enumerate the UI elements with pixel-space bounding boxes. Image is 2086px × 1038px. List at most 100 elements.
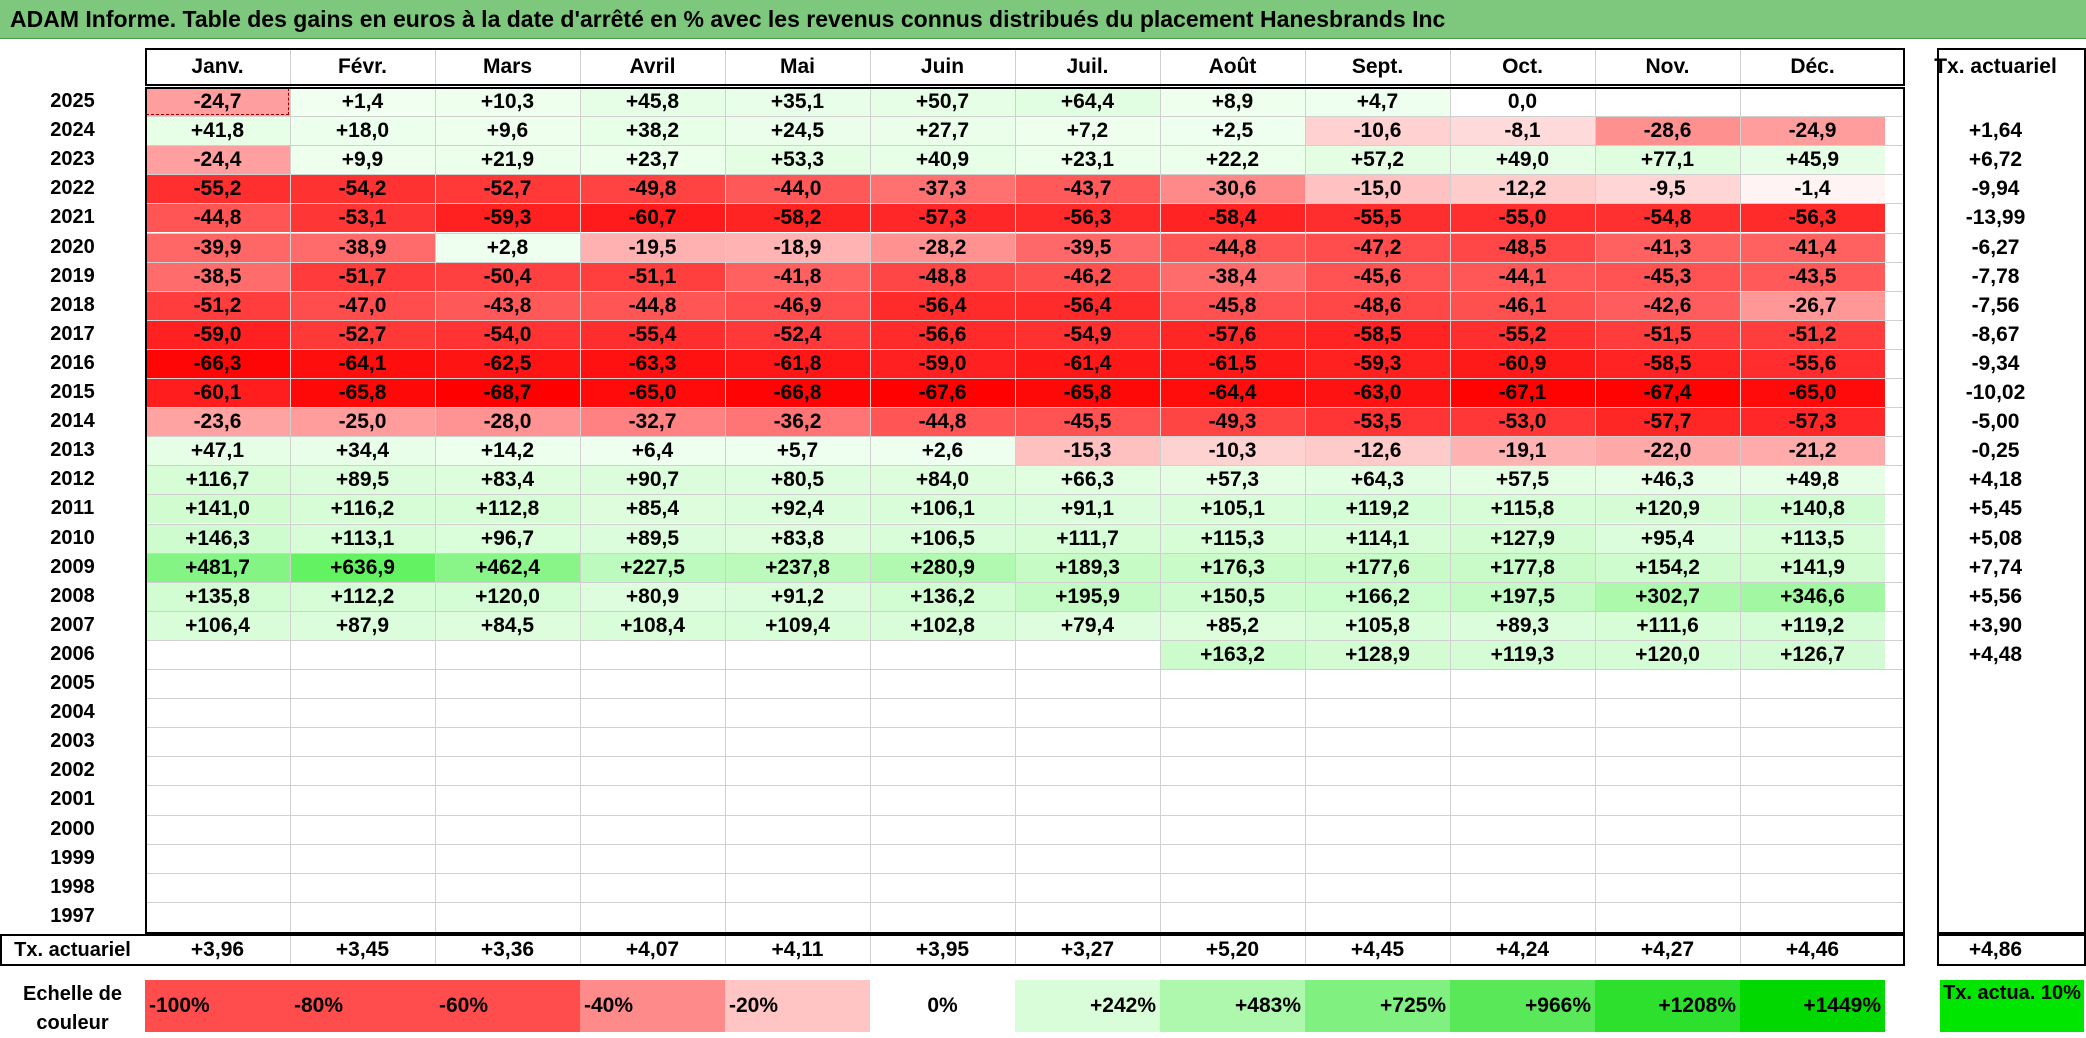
gain-cell: -46,2 — [1015, 261, 1160, 291]
gain-cell — [725, 873, 870, 902]
gain-cell: -62,5 — [435, 348, 580, 378]
gain-cell: +113,5 — [1740, 523, 1885, 553]
gain-cell: +346,6 — [1740, 581, 1885, 611]
gain-cell: -56,4 — [1015, 290, 1160, 320]
gain-cell: -44,0 — [725, 174, 870, 204]
gain-cell — [1595, 815, 1740, 844]
gain-cell — [870, 873, 1015, 902]
gain-cell — [1305, 844, 1450, 873]
gain-cell: -32,7 — [580, 407, 725, 437]
gain-cell: -52,7 — [290, 319, 435, 349]
gain-cell: -56,3 — [1015, 203, 1160, 233]
row-divider — [145, 553, 1905, 554]
gain-cell: +83,4 — [435, 465, 580, 495]
gain-cell: -15,0 — [1305, 174, 1450, 204]
gain-cell: -15,3 — [1015, 436, 1160, 466]
gain-cell — [725, 815, 870, 844]
gain-cell: -48,5 — [1450, 232, 1595, 262]
gain-cell: -66,8 — [725, 378, 870, 408]
gain-cell: +9,9 — [290, 145, 435, 175]
gain-cell: +141,0 — [145, 494, 290, 524]
gain-cell — [435, 669, 580, 698]
gain-cell: +135,8 — [145, 581, 290, 611]
row-divider — [145, 494, 1905, 495]
gain-cell: +2,8 — [435, 232, 580, 262]
gain-cell: -44,8 — [870, 407, 1015, 437]
row-tx-actuariel — [1905, 87, 2086, 116]
legend-tx-swatch: Tx. actua. 10% — [1940, 980, 2084, 1032]
gain-cell: +177,6 — [1305, 552, 1450, 582]
row-tx-actuariel: -9,34 — [1971, 351, 2020, 375]
month-header: Janv. — [191, 55, 244, 78]
gain-cell — [435, 640, 580, 669]
column-divider — [1740, 48, 1741, 966]
gain-cell — [145, 902, 290, 931]
row-divider — [145, 378, 1905, 379]
gain-cell: -10,6 — [1305, 116, 1450, 146]
gain-cell: -54,8 — [1595, 203, 1740, 233]
gain-cell: +47,1 — [145, 436, 290, 466]
gain-cell: -53,1 — [290, 203, 435, 233]
gain-cell: +45,8 — [580, 87, 725, 117]
gain-cell: -51,5 — [1595, 319, 1740, 349]
gain-cell — [145, 669, 290, 698]
gain-cell: +119,2 — [1740, 610, 1885, 640]
gain-cell: +80,5 — [725, 465, 870, 495]
gain-cell: -59,0 — [870, 348, 1015, 378]
gain-cell: -12,6 — [1305, 436, 1450, 466]
gain-cell — [580, 698, 725, 727]
row-divider — [145, 174, 1905, 175]
gain-cell: -57,3 — [1740, 407, 1885, 437]
gain-cell: -63,0 — [1305, 378, 1450, 408]
gain-cell: +111,7 — [1015, 523, 1160, 553]
year-label: 2007 — [50, 613, 95, 636]
gain-cell: -47,2 — [1305, 232, 1450, 262]
row-tx-actuariel — [1905, 785, 2086, 814]
gain-cell — [1015, 669, 1160, 698]
year-label: 2008 — [50, 584, 95, 607]
row-tx-actuariel: +6,72 — [1968, 148, 2023, 172]
gain-cell: -43,5 — [1740, 261, 1885, 291]
legend-swatch: +1208% — [1595, 980, 1740, 1032]
year-label: 2006 — [50, 642, 95, 665]
column-divider — [435, 48, 436, 966]
row-tx-actuariel: -0,25 — [1971, 439, 2020, 463]
gain-cell: +105,1 — [1160, 494, 1305, 524]
footer-tx-value: +4,11 — [771, 938, 824, 961]
month-header: Sept. — [1351, 55, 1404, 78]
gain-cell: -47,0 — [290, 290, 435, 320]
gain-cell: +84,5 — [435, 610, 580, 640]
gain-cell: +120,0 — [1595, 639, 1740, 669]
year-label: 2013 — [50, 439, 95, 462]
gain-cell — [1740, 815, 1885, 844]
gain-cell: +34,4 — [290, 436, 435, 466]
gain-cell: +57,2 — [1305, 145, 1450, 175]
gain-cell: -63,3 — [580, 348, 725, 378]
gain-cell: +80,9 — [580, 581, 725, 611]
gain-cell — [725, 756, 870, 785]
gain-cell: +23,7 — [580, 145, 725, 175]
gain-cell — [1450, 727, 1595, 756]
gain-cell — [1160, 698, 1305, 727]
gain-cell: +66,3 — [1015, 465, 1160, 495]
gain-cell: -25,0 — [290, 407, 435, 437]
year-label: 2002 — [50, 759, 95, 782]
gain-cell: -44,1 — [1450, 261, 1595, 291]
row-tx-actuariel: +4,18 — [1968, 468, 2023, 492]
gain-cell: -57,3 — [870, 203, 1015, 233]
gain-cell: +92,4 — [725, 494, 870, 524]
row-tx-actuariel: +3,90 — [1968, 613, 2023, 637]
gain-cell: -54,9 — [1015, 319, 1160, 349]
row-divider — [145, 815, 1905, 816]
gain-cell — [1595, 902, 1740, 931]
gain-cell: +136,2 — [870, 581, 1015, 611]
gain-cell: +481,7 — [145, 552, 290, 582]
row-divider — [145, 291, 1905, 292]
gain-cell: -49,3 — [1160, 407, 1305, 437]
month-header: Oct. — [1502, 55, 1543, 78]
gain-cell — [725, 640, 870, 669]
gain-cell: +53,3 — [725, 145, 870, 175]
gain-cell: -39,5 — [1015, 232, 1160, 262]
column-divider — [290, 48, 291, 966]
row-divider — [145, 785, 1905, 786]
